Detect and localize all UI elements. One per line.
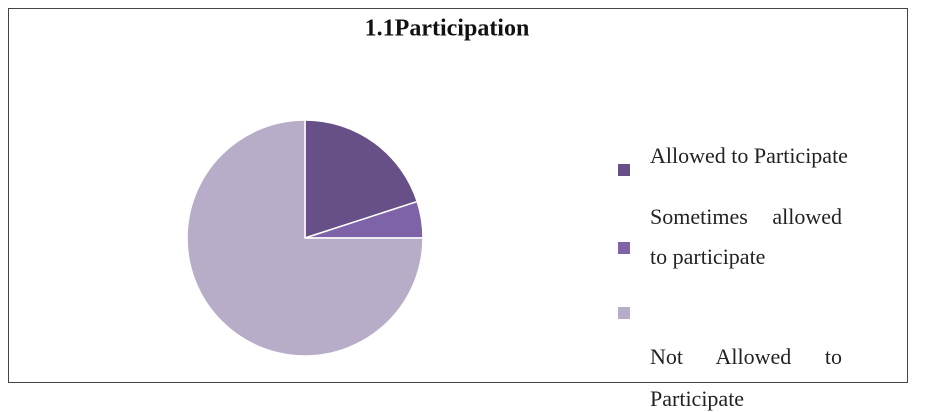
chart-title: 1.1Participation: [365, 16, 530, 42]
pie-slice: [304, 119, 419, 240]
chart-border: [8, 8, 908, 383]
pie-slice: [186, 119, 424, 357]
legend-swatch: [618, 242, 630, 254]
legend-label: Not Allowed to Participate: [650, 344, 842, 411]
legend-swatch: [618, 164, 630, 176]
legend-label: Allowed to Participate: [650, 143, 848, 168]
legend-label: Sometimes allowed to participate: [650, 204, 842, 269]
legend-swatch: [618, 307, 630, 319]
